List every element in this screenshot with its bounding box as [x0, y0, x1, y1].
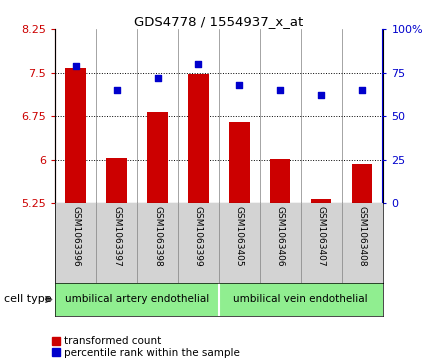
Bar: [352, 164, 372, 203]
Title: GDS4778 / 1554937_x_at: GDS4778 / 1554937_x_at: [134, 15, 303, 28]
Text: GSM1063397: GSM1063397: [112, 206, 121, 266]
Bar: [229, 122, 249, 203]
Bar: [188, 74, 209, 203]
Point: [236, 82, 243, 88]
Text: GSM1063407: GSM1063407: [317, 206, 326, 266]
Bar: [270, 159, 290, 203]
Text: GSM1063408: GSM1063408: [357, 206, 366, 266]
Bar: [147, 112, 168, 203]
Point: [195, 61, 202, 67]
Point: [359, 87, 366, 93]
Text: GSM1063406: GSM1063406: [276, 206, 285, 266]
Text: umbilical artery endothelial: umbilical artery endothelial: [65, 294, 209, 305]
Bar: [106, 158, 127, 203]
Bar: [65, 68, 86, 203]
Point: [113, 87, 120, 93]
Text: umbilical vein endothelial: umbilical vein endothelial: [233, 294, 368, 305]
Text: GSM1063398: GSM1063398: [153, 206, 162, 266]
Text: GSM1063399: GSM1063399: [194, 206, 203, 266]
Text: cell type: cell type: [4, 294, 52, 305]
Text: GSM1063396: GSM1063396: [71, 206, 80, 266]
Point: [154, 75, 161, 81]
Point: [72, 63, 79, 69]
Text: GSM1063405: GSM1063405: [235, 206, 244, 266]
Legend: transformed count, percentile rank within the sample: transformed count, percentile rank withi…: [52, 336, 240, 358]
Point: [277, 87, 283, 93]
Bar: [311, 199, 332, 203]
Point: [318, 92, 325, 98]
